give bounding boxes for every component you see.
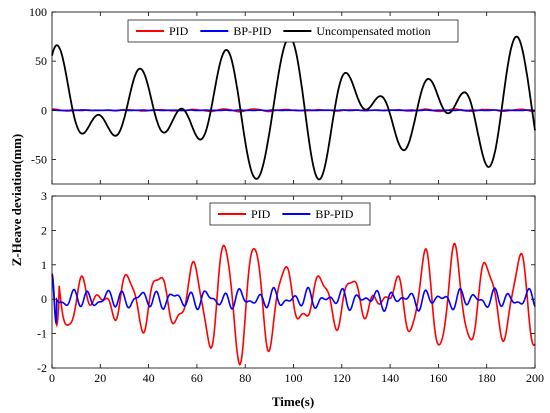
y-tick-label: 1: [41, 258, 47, 272]
bottom-panel: 0 20 40 60 80 100 120 140 160 180 200 -2 -1 0 1 2 3 PID BP…: [37, 189, 544, 385]
y-tick-label: -2: [37, 361, 47, 375]
x-tick-label: 0: [49, 371, 55, 385]
y-tick-label: 100: [29, 5, 47, 19]
y-tick-label: 0: [41, 292, 47, 306]
legend-entry: BP-PID: [315, 207, 353, 221]
x-tick-label: 200: [526, 371, 544, 385]
legend-entry: PID: [169, 24, 189, 38]
legend-entry: BP-PID: [233, 24, 271, 38]
x-tick-label: 180: [478, 371, 496, 385]
series-line-pid: [51, 242, 536, 366]
x-tick-label: 120: [333, 371, 351, 385]
x-tick-label: 140: [381, 371, 399, 385]
x-tick-label: 20: [94, 371, 106, 385]
y-tick-label: 3: [41, 189, 47, 203]
x-tick-label: 100: [285, 371, 303, 385]
legend-entry: PID: [251, 207, 271, 221]
series-line-bp-pid: [52, 109, 536, 112]
y-tick-label: 0: [41, 103, 47, 117]
series-line-uncompensated-motion: [51, 35, 536, 181]
x-axis-title: Time(s): [272, 394, 314, 409]
top-panel: -50 0 50 100 PID BP-PID Uncompensated motion: [29, 5, 536, 185]
y-tick-label: -50: [31, 152, 47, 166]
legend-entry: Uncompensated motion: [316, 24, 430, 38]
y-tick-label: -1: [37, 327, 47, 341]
y-axis-title: Z-Heave deviation(mm): [9, 134, 24, 267]
legend: PID BP-PID: [209, 202, 371, 226]
legend: PID BP-PID Uncompensated motion: [127, 19, 459, 43]
x-tick-label: 160: [429, 371, 447, 385]
series-line-bp-pid: [51, 274, 536, 324]
y-tick-label: 50: [35, 54, 47, 68]
y-tick-label: 2: [41, 223, 47, 237]
x-tick-label: 60: [191, 371, 203, 385]
x-tick-label: 40: [143, 371, 155, 385]
x-tick-label: 80: [239, 371, 251, 385]
